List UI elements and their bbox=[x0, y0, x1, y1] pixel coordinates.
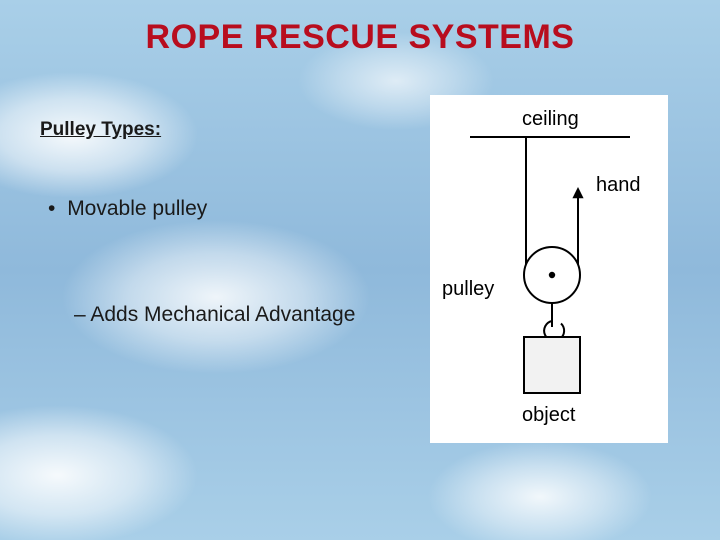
pulley-diagram-svg: ceiling hand pulley object bbox=[430, 95, 668, 443]
svg-text:object: object bbox=[522, 404, 576, 426]
slide-content: ROPE RESCUE SYSTEMS Pulley Types: Movabl… bbox=[0, 0, 720, 540]
diagram-column: ceiling hand pulley object bbox=[430, 95, 668, 443]
bullet-mechanical-advantage: Adds Mechanical Advantage bbox=[74, 303, 420, 327]
pulley-diagram: ceiling hand pulley object bbox=[430, 95, 668, 443]
bullet-movable-pulley: Movable pulley bbox=[48, 197, 420, 221]
svg-text:ceiling: ceiling bbox=[522, 108, 579, 130]
svg-text:hand: hand bbox=[596, 174, 641, 196]
svg-text:pulley: pulley bbox=[442, 278, 494, 300]
subheading: Pulley Types: bbox=[40, 119, 420, 141]
content-row: Pulley Types: Movable pulley Adds Mechan… bbox=[40, 95, 680, 443]
slide-title: ROPE RESCUE SYSTEMS bbox=[40, 18, 680, 57]
text-column: Pulley Types: Movable pulley Adds Mechan… bbox=[40, 95, 420, 327]
